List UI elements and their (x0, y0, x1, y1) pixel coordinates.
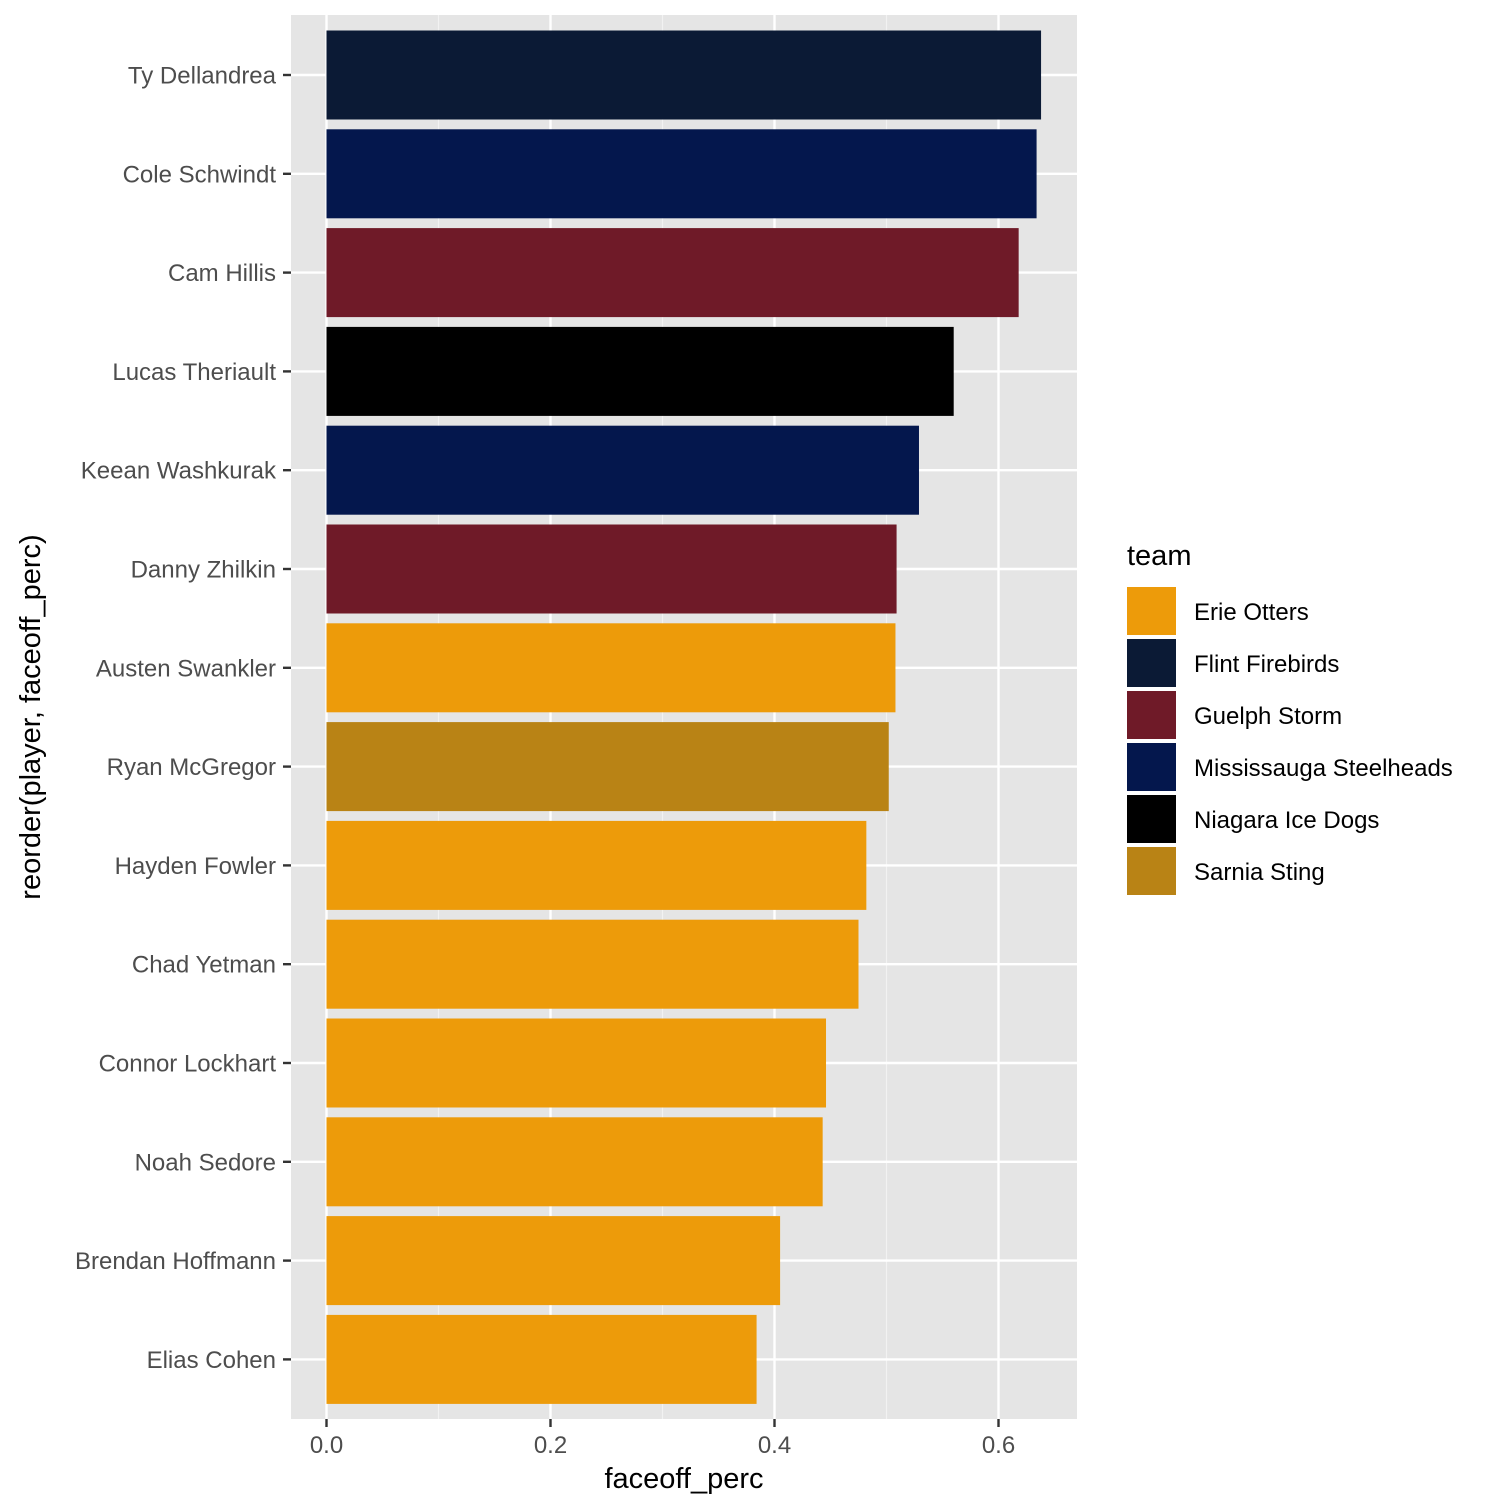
y-tick-label: Austen Swankler (96, 655, 276, 682)
y-tick-label: Ryan McGregor (107, 754, 276, 781)
y-axis-title: reorder(player, faceoff_perc) (15, 534, 47, 899)
y-tick-label: Noah Sedore (135, 1149, 276, 1176)
bar (326, 524, 897, 614)
bar (326, 1216, 781, 1306)
legend-label: Guelph Storm (1194, 703, 1342, 730)
y-tick-label: Cam Hillis (168, 260, 276, 287)
plot-panel (291, 15, 1077, 1419)
bar (326, 919, 859, 1009)
bar (326, 1117, 823, 1207)
legend-label: Niagara Ice Dogs (1194, 807, 1379, 834)
legend-label: Erie Otters (1194, 599, 1309, 626)
x-tick-label: 0.0 (310, 1432, 343, 1459)
y-tick-label: Keean Washkurak (81, 458, 277, 485)
legend-key (1127, 743, 1176, 791)
legend-key (1127, 847, 1176, 895)
y-axis-ticks: Ty Dellandrea Cole Schwindt Cam Hillis Luca… (75, 63, 291, 1374)
y-tick-label: Danny Zhilkin (131, 557, 276, 584)
x-axis-title: faceoff_perc (604, 1463, 763, 1495)
y-tick-label: Elias Cohen (147, 1347, 276, 1374)
legend-key (1127, 691, 1176, 739)
y-tick-label: Ty Dellandrea (128, 63, 277, 90)
x-tick-label: 0.6 (982, 1432, 1015, 1459)
bar (326, 722, 889, 812)
y-tick-label: Hayden Fowler (115, 853, 276, 880)
legend-label: Flint Firebirds (1194, 651, 1339, 678)
legend-label: Sarnia Sting (1194, 859, 1325, 886)
legend-key (1127, 639, 1176, 687)
bar (326, 820, 867, 910)
bar (326, 30, 1042, 120)
bar (326, 228, 1019, 318)
legend-key (1127, 795, 1176, 843)
bar (326, 623, 896, 713)
legend-title: team (1127, 540, 1191, 572)
bar (326, 1018, 827, 1108)
legend-key (1127, 587, 1176, 635)
x-axis-ticks: 0.0 0.2 0.4 0.6 (310, 1419, 1015, 1459)
y-tick-label: Chad Yetman (132, 952, 276, 979)
bar (326, 425, 919, 515)
y-tick-label: Connor Lockhart (99, 1051, 277, 1078)
bar (326, 1314, 757, 1404)
legend-label: Mississauga Steelheads (1194, 755, 1453, 782)
y-tick-label: Lucas Theriault (112, 359, 276, 386)
y-tick-label: Brendan Hoffmann (75, 1248, 276, 1275)
bar (326, 129, 1037, 219)
bar (326, 326, 954, 416)
legend: team Erie Otters Flint Firebirds Guelph St… (1127, 540, 1453, 895)
bars (326, 30, 1042, 1404)
y-tick-label: Cole Schwindt (123, 161, 277, 188)
x-tick-label: 0.2 (534, 1432, 567, 1459)
x-tick-label: 0.4 (758, 1432, 791, 1459)
